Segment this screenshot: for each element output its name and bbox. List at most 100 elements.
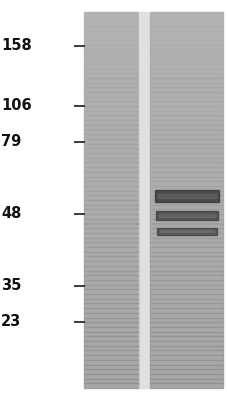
Bar	[150, 322, 222, 327]
Bar	[150, 172, 222, 176]
Bar	[84, 332, 138, 336]
Bar	[150, 97, 222, 101]
Bar	[84, 322, 138, 327]
Bar	[150, 139, 222, 144]
Bar	[150, 116, 222, 120]
Bar	[154, 190, 218, 202]
Bar	[150, 219, 222, 224]
Bar	[84, 162, 138, 167]
Bar	[150, 120, 222, 125]
Bar	[84, 270, 138, 275]
Bar	[150, 374, 222, 378]
Bar	[150, 12, 222, 388]
Bar	[150, 125, 222, 130]
Bar	[150, 148, 222, 153]
Bar	[150, 369, 222, 374]
Bar	[84, 205, 138, 209]
Bar	[84, 350, 138, 355]
Bar	[150, 195, 222, 200]
Bar	[84, 364, 138, 369]
Bar	[84, 280, 138, 285]
Bar	[84, 374, 138, 378]
Bar	[84, 228, 138, 233]
Bar	[84, 82, 138, 87]
Bar	[150, 224, 222, 228]
Bar	[84, 125, 138, 130]
Bar	[84, 101, 138, 106]
Bar	[150, 214, 222, 219]
Bar	[150, 261, 222, 266]
Bar	[84, 289, 138, 294]
Bar	[150, 209, 222, 214]
Bar	[84, 172, 138, 176]
Bar	[150, 205, 222, 209]
Text: 106: 106	[1, 98, 32, 114]
Bar	[84, 341, 138, 346]
Bar	[150, 106, 222, 111]
Bar	[150, 383, 222, 388]
Bar	[150, 285, 222, 289]
Bar	[84, 336, 138, 341]
Bar	[150, 228, 222, 233]
Bar	[84, 68, 138, 73]
Bar	[84, 22, 138, 26]
Bar	[84, 50, 138, 54]
Bar	[150, 167, 222, 172]
Bar	[84, 247, 138, 252]
Bar	[84, 36, 138, 40]
Bar	[150, 176, 222, 181]
Bar	[150, 299, 222, 304]
Bar	[84, 355, 138, 360]
Bar	[150, 144, 222, 148]
Bar	[150, 130, 222, 134]
Bar	[150, 280, 222, 285]
Bar	[84, 12, 138, 388]
Bar	[150, 68, 222, 73]
Bar	[158, 214, 214, 216]
Bar	[84, 238, 138, 242]
Bar	[150, 294, 222, 299]
Bar	[150, 162, 222, 167]
Bar	[150, 59, 222, 64]
Bar	[84, 383, 138, 388]
Bar	[150, 111, 222, 115]
Text: 23: 23	[1, 314, 21, 330]
Bar	[84, 87, 138, 92]
Bar	[150, 304, 222, 308]
Bar	[84, 224, 138, 228]
Bar	[84, 64, 138, 68]
Bar	[150, 336, 222, 341]
Bar	[150, 158, 222, 162]
Bar	[84, 73, 138, 78]
Bar	[150, 31, 222, 36]
Text: 79: 79	[1, 134, 21, 150]
Bar	[150, 40, 222, 45]
Text: 35: 35	[1, 278, 21, 294]
Bar	[84, 200, 138, 205]
Bar	[84, 167, 138, 172]
Bar	[84, 209, 138, 214]
Bar	[84, 318, 138, 322]
Bar	[84, 261, 138, 266]
Bar	[150, 26, 222, 31]
Bar	[150, 332, 222, 336]
Bar	[84, 266, 138, 270]
Bar	[158, 194, 215, 198]
Bar	[150, 313, 222, 318]
Bar	[84, 294, 138, 299]
Bar	[84, 378, 138, 383]
Bar	[84, 17, 138, 22]
Bar	[150, 346, 222, 350]
Text: 48: 48	[1, 206, 21, 222]
Bar	[84, 285, 138, 289]
Bar	[150, 64, 222, 68]
Bar	[150, 256, 222, 261]
Bar	[84, 130, 138, 134]
Bar	[150, 252, 222, 256]
Bar	[150, 73, 222, 78]
Bar	[84, 158, 138, 162]
Bar	[150, 355, 222, 360]
Bar	[150, 242, 222, 247]
Bar	[160, 230, 213, 232]
Bar	[84, 304, 138, 308]
